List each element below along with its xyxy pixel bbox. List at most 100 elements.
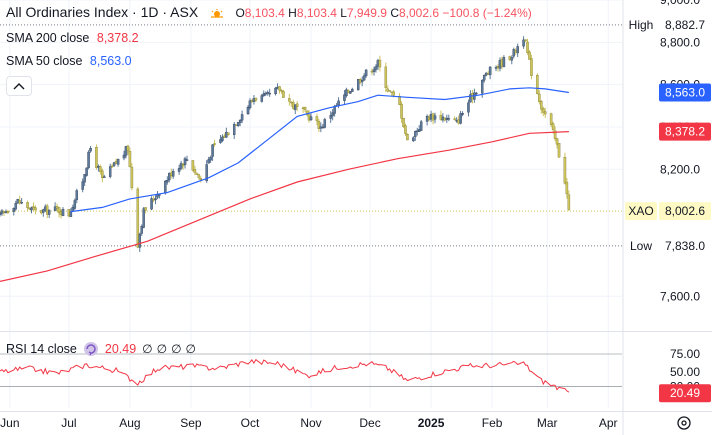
candle-up: [262, 93, 266, 96]
candle-down: [555, 138, 559, 145]
candle-down: [398, 96, 401, 105]
candle-up: [274, 87, 277, 95]
last-price-label[interactable]: 8,002.6 XAO: [625, 202, 711, 221]
rsi-last-label[interactable]: 20.49: [659, 384, 711, 403]
candle-up: [510, 57, 514, 61]
candle-up: [374, 66, 378, 70]
candle-up: [522, 39, 525, 47]
candle-down: [386, 88, 390, 92]
sma200-axis-label-text: 8,378.2: [665, 125, 705, 139]
candle-down: [280, 90, 283, 92]
low-label-text: 7,838.0: [665, 239, 705, 253]
candle-down: [99, 166, 102, 172]
time-tick-label: Mar: [537, 416, 558, 430]
candle-down: [530, 58, 533, 76]
candle-up: [75, 190, 79, 201]
candle-up: [351, 88, 354, 92]
candle-up: [372, 69, 376, 72]
high-label-tag-text: High: [629, 18, 654, 32]
sma50-legend[interactable]: SMA 50 close 8,563.0: [6, 54, 132, 68]
candle-up: [461, 113, 464, 115]
candle-up: [73, 200, 77, 209]
time-tick-label: Oct: [241, 416, 260, 430]
collapse-legend-button[interactable]: [6, 76, 32, 96]
rsi-tick-label: 50.00: [670, 365, 700, 379]
candle-up: [345, 89, 348, 96]
candle-up: [419, 121, 423, 131]
candle-up: [122, 154, 126, 159]
sma50-value: 8,563.0: [89, 54, 132, 68]
candle-up: [85, 167, 88, 176]
candle-down: [567, 194, 571, 210]
candle-up: [87, 151, 90, 168]
rsi-tick-label: 75.00: [670, 347, 700, 361]
source-code-icon[interactable]: [83, 341, 99, 357]
ohlc-readout: O8,103.4 H8,103.4 L7,949.9 C8,002.6 −100…: [235, 6, 532, 20]
candle-down: [315, 116, 319, 121]
candle-up: [211, 144, 214, 157]
candle-down: [199, 178, 203, 180]
candle-up: [69, 211, 73, 217]
rsi-legend[interactable]: RSI 14 close 20.49 ∅∅∅∅: [6, 341, 200, 357]
candle-up: [475, 92, 478, 95]
candle-up: [166, 180, 169, 183]
candle-up: [412, 137, 415, 142]
candle-up: [112, 162, 116, 166]
candle-up: [205, 164, 208, 182]
price-tick-label: 9,000.0: [660, 0, 700, 7]
sma200-legend[interactable]: SMA 200 close 8,378.2: [6, 31, 139, 45]
low-label-tag-box: [625, 236, 657, 255]
rsi-line: [0, 358, 570, 393]
low-label[interactable]: 7,838.0 Low: [625, 236, 711, 255]
candle-up: [494, 67, 498, 69]
sma200-axis-label[interactable]: 8,378.2: [659, 122, 711, 141]
candle-up: [488, 66, 492, 76]
candle-down: [34, 207, 37, 211]
candle-down: [57, 207, 61, 214]
candle-up: [482, 75, 486, 81]
candle-down: [538, 93, 541, 102]
candle-up: [356, 79, 360, 91]
candle-up: [447, 118, 451, 120]
candle-up: [260, 95, 264, 102]
candle-down: [565, 181, 569, 195]
sma50-axis-label[interactable]: 8,563.0: [659, 83, 711, 102]
candle-up: [171, 170, 175, 177]
symbol-title[interactable]: All Ordinaries Index · 1D · ASX: [6, 4, 199, 20]
last-price-label-tag-text: XAO: [628, 204, 653, 218]
last-price-label-text: 8,002.6: [665, 204, 705, 218]
settings-icon[interactable]: [676, 415, 692, 431]
candle-up: [246, 106, 250, 115]
candle-up: [364, 69, 368, 77]
candle-down: [549, 113, 553, 125]
candle-up: [433, 115, 437, 120]
candle-down: [254, 97, 258, 101]
candle-down: [101, 170, 104, 179]
candle-up: [0, 212, 2, 215]
candle-down: [540, 101, 543, 110]
candle-down: [528, 51, 531, 60]
candle-up: [150, 198, 153, 210]
candle-up: [168, 173, 171, 181]
high-label[interactable]: 8,882.7 High: [625, 15, 711, 34]
candle-down: [303, 107, 307, 110]
candle-down: [542, 108, 545, 113]
candle-down: [526, 41, 529, 53]
candle-down: [378, 59, 382, 68]
candle-up: [459, 113, 462, 124]
candle-up: [89, 148, 92, 152]
chevron-up-icon: [13, 83, 25, 90]
low-label-box: [659, 236, 711, 255]
sma50-line: [70, 87, 569, 213]
rsi-value: 20.49: [104, 342, 137, 356]
candle-up: [179, 163, 183, 169]
candle-up: [20, 202, 23, 204]
candle-up: [47, 209, 51, 215]
candle-up: [248, 100, 252, 109]
price-tick-label: 8,800.0: [660, 35, 700, 49]
candle-up: [309, 116, 313, 121]
candle-down: [524, 39, 527, 42]
candle-up: [236, 122, 240, 126]
candle-down: [128, 151, 132, 167]
